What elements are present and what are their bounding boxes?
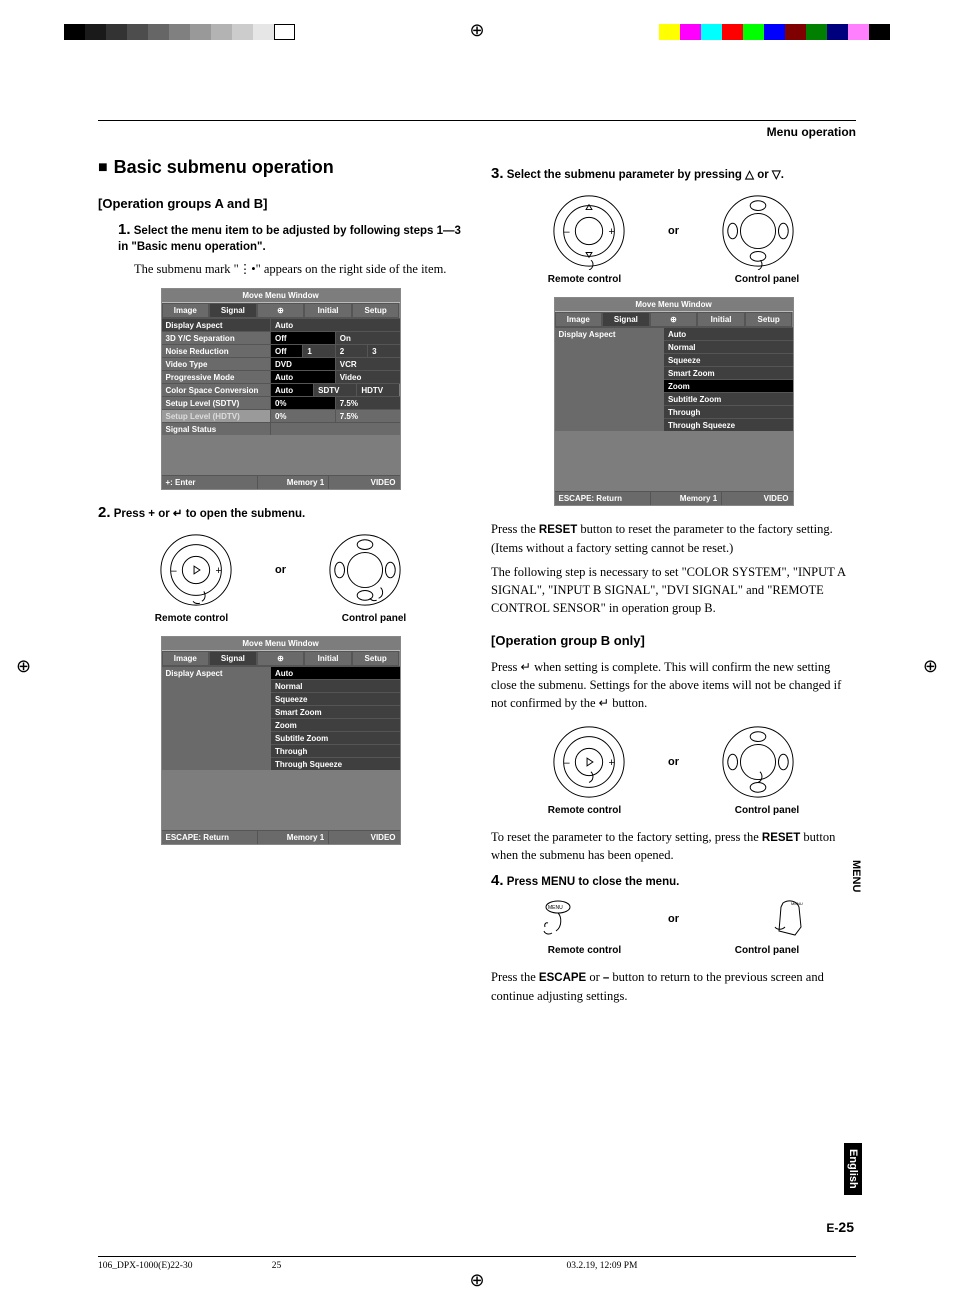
osd-menu-1: Move Menu Window ImageSignal⊕InitialSetu… [161, 288, 401, 490]
panel-dial-icon [326, 531, 404, 609]
registration-mark-right: ⊕ [923, 656, 938, 677]
side-tab-english: English [844, 1143, 862, 1195]
osd-menu-2: Move Menu Window ImageSignal⊕InitialSetu… [161, 636, 401, 845]
side-tab-menu: MENU [850, 860, 862, 892]
page-number: E-25 [826, 1219, 854, 1235]
svg-text:–: – [564, 756, 570, 768]
svg-text:–: – [564, 226, 570, 238]
step-3: 3. Select the submenu parameter by press… [491, 165, 856, 182]
group-a-heading: [Operation groups A and B] [98, 196, 463, 211]
step-4: 4. Press MENU to close the menu. [491, 872, 856, 889]
step-3-reset: Press the RESET button to reset the para… [491, 520, 856, 557]
step-2: 2. Press + or ↵ to open the submenu. [98, 504, 463, 521]
osd-menu-3: Move Menu Window ImageSignal⊕InitialSetu… [554, 297, 794, 506]
panel-label: Control panel [342, 613, 406, 624]
svg-text:–: – [171, 565, 177, 577]
remote-menu-hand-icon: MENU [538, 897, 598, 941]
step-1: 1. Select the menu item to be adjusted b… [118, 221, 463, 254]
page-header: Menu operation [98, 125, 856, 139]
svg-text:+: + [216, 565, 222, 577]
controls-row-1: –+ or [98, 531, 463, 609]
registration-mark-top: ⊕ [469, 20, 484, 41]
controls-row-3: –+ or [491, 723, 856, 801]
svg-text:MENU: MENU [548, 905, 563, 911]
section-title: ■Basic submenu operation [98, 157, 463, 178]
registration-mark-bottom: ⊕ [469, 1270, 484, 1291]
panel-dial-icon [719, 192, 797, 270]
svg-text:+: + [609, 226, 615, 238]
remote-dial-icon: –+ [550, 723, 628, 801]
step-1-body: The submenu mark "⋮•" appears on the rig… [134, 260, 463, 278]
controls-row-2: –+ or [491, 192, 856, 270]
svg-text:+: + [609, 756, 615, 768]
svg-text:MENU: MENU [791, 901, 803, 906]
group-b-heading: [Operation group B only] [491, 633, 856, 648]
registration-mark-left: ⊕ [16, 656, 31, 677]
group-b-body: Press ↵ when setting is complete. This w… [491, 658, 856, 712]
step-4-body: Press the ESCAPE or – button to return t… [491, 968, 856, 1005]
panel-menu-hand-icon: MENU [749, 897, 809, 941]
print-footer: 106_DPX-1000(E)22-30 25 03.2.19, 12:09 P… [98, 1256, 856, 1271]
step-3-note: The following step is necessary to set "… [491, 563, 856, 617]
remote-label: Remote control [155, 613, 228, 624]
remote-dial-icon: –+ [157, 531, 235, 609]
panel-dial-icon [719, 723, 797, 801]
remote-dial-icon: –+ [550, 192, 628, 270]
group-b-reset: To reset the parameter to the factory se… [491, 828, 856, 865]
hand-row: MENU or MENU [491, 897, 856, 941]
